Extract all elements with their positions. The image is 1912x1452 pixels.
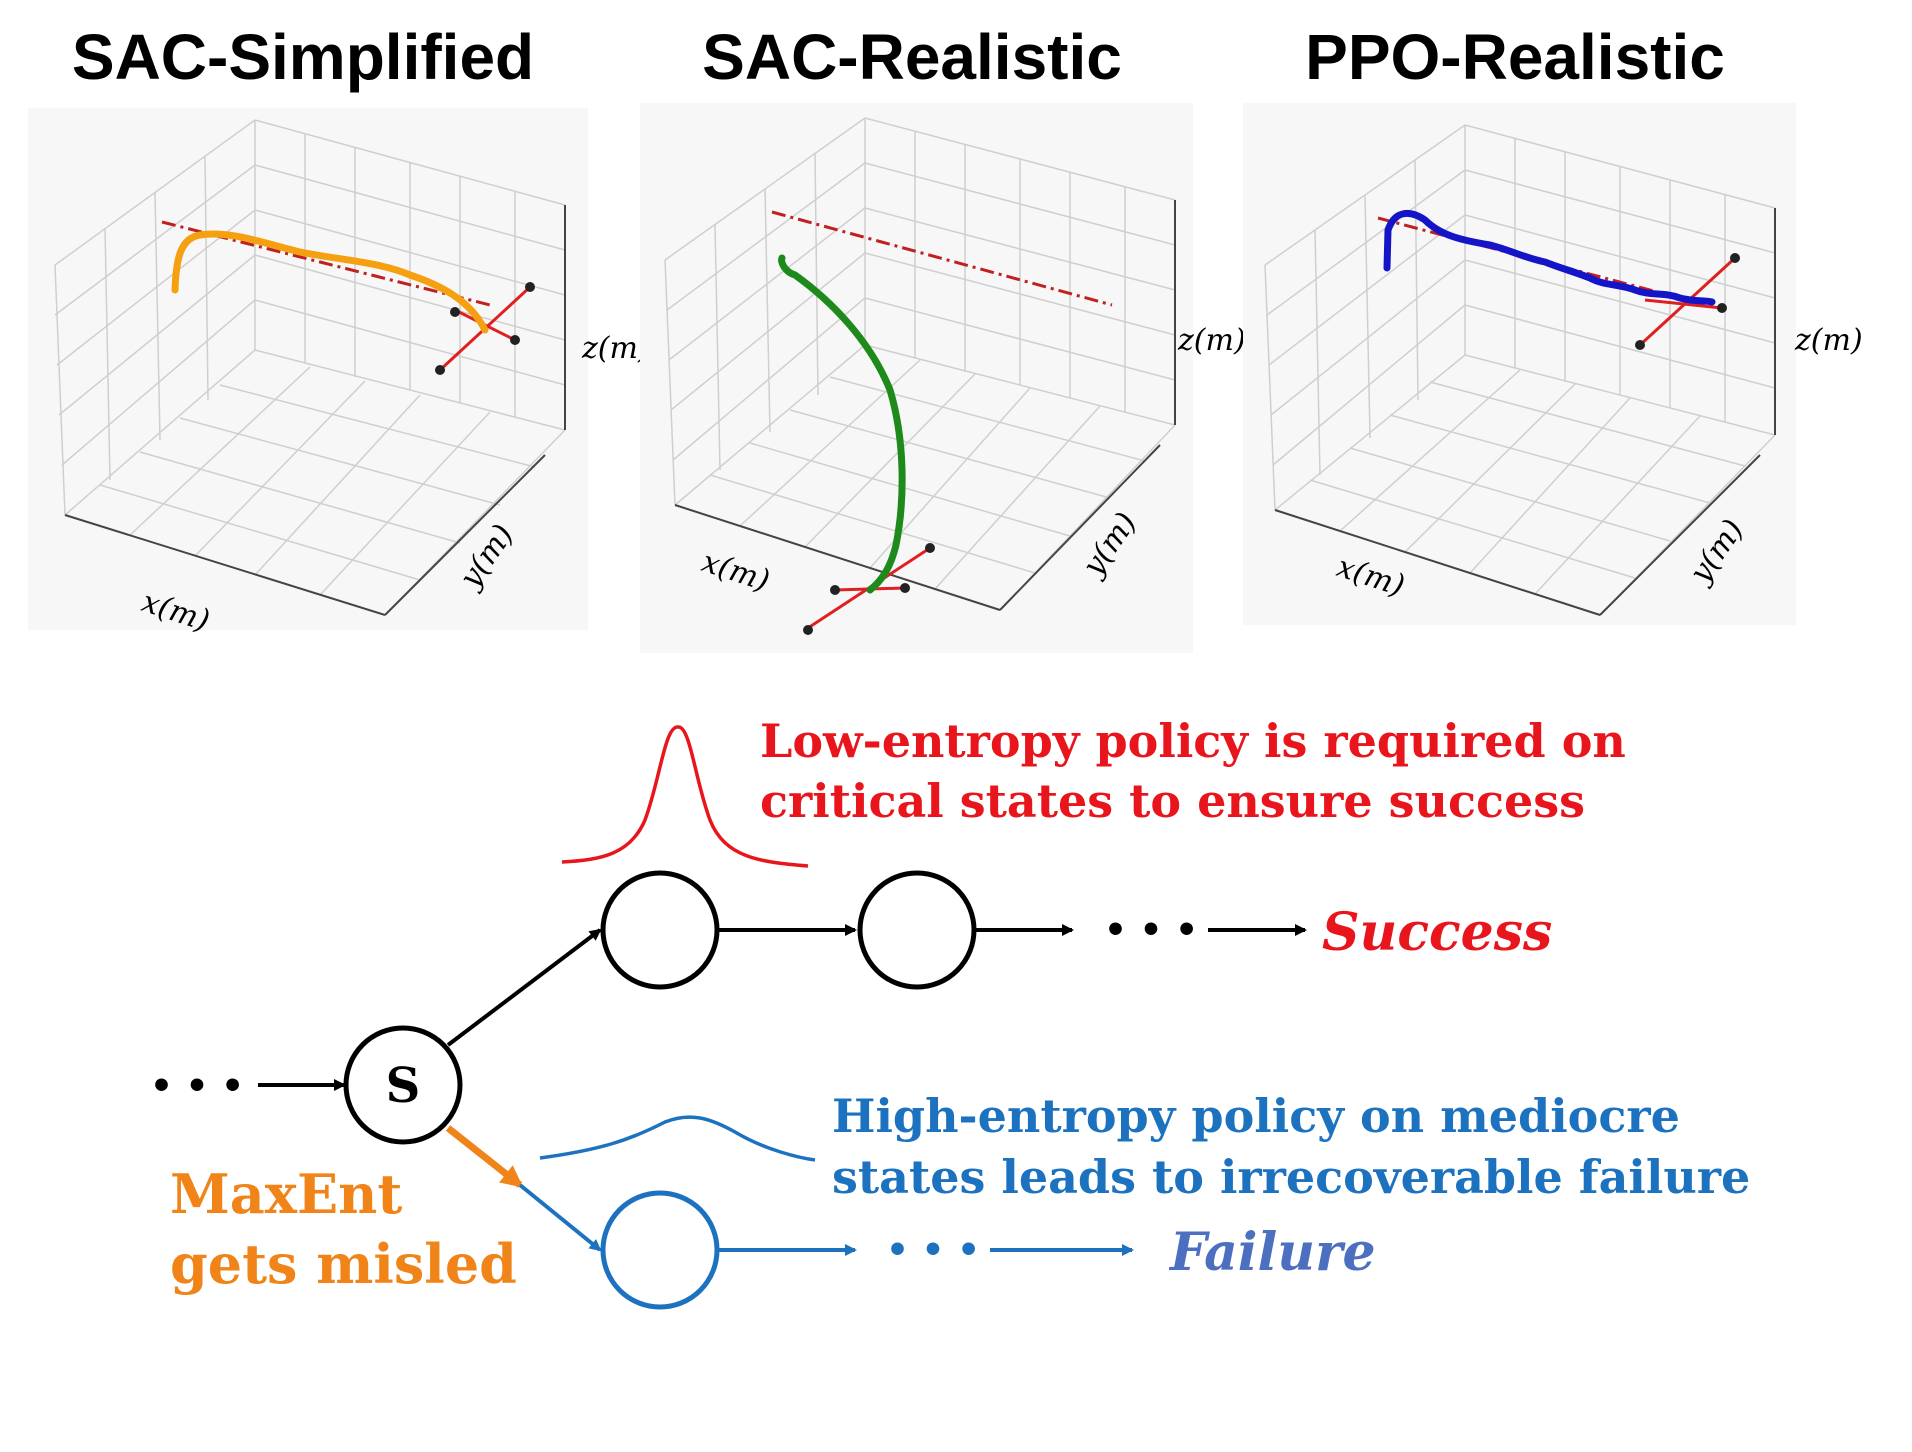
axis-lines <box>674 200 1176 611</box>
low-entropy-distribution <box>561 725 809 868</box>
panel-sac-realistic: x(m) y(m) z(m) <box>640 103 1246 653</box>
maxent-text-line2: gets misled <box>170 1232 517 1296</box>
panel-title-ppo-realistic: PPO-Realistic <box>1305 21 1725 93</box>
maxent-arrow <box>445 1125 524 1188</box>
success-state-node-1 <box>600 870 720 990</box>
state-s-label: S <box>386 1058 421 1114</box>
target-line <box>771 210 1113 307</box>
z-axis-label: z(m) <box>1794 323 1863 358</box>
arrow-s-to-failure-state <box>518 1183 602 1252</box>
grid-lines <box>1264 124 1776 616</box>
panel-background <box>640 103 1193 653</box>
arrow-s-to-success-state <box>446 928 602 1047</box>
ellipsis-success: • • • <box>1104 910 1198 951</box>
high-entropy-text-line1: High-entropy policy on mediocre <box>832 1089 1680 1143</box>
panel-title-sac-realistic: SAC-Realistic <box>702 21 1122 93</box>
ellipsis-left: • • • <box>150 1066 244 1107</box>
z-axis-label: z(m) <box>1177 323 1246 358</box>
z-axis-label: z(m) <box>581 331 650 366</box>
ellipsis-failure: • • • <box>886 1230 980 1271</box>
axis-lines <box>64 205 566 616</box>
panel-sac-simplified: x(m) y(m) z(m) <box>28 108 650 639</box>
trajectory-sac-simplified <box>171 230 489 334</box>
trajectory-sac-realistic <box>778 254 906 594</box>
high-entropy-distribution <box>539 1115 816 1162</box>
trajectory-ppo-realistic <box>1383 210 1716 306</box>
low-entropy-text-line2: critical states to ensure success <box>760 774 1585 828</box>
success-state-node-2 <box>857 870 977 990</box>
panel-title-sac-simplified: SAC-Simplified <box>71 21 535 93</box>
policy-diagram: Low-entropy policy is required on critic… <box>150 714 1750 1310</box>
failure-label: Failure <box>1168 1222 1376 1283</box>
state-s-node <box>343 1025 463 1145</box>
high-entropy-text-line2: states leads to irrecoverable failure <box>832 1150 1750 1204</box>
success-label: Success <box>1322 902 1552 963</box>
failure-state-node <box>600 1190 720 1310</box>
maxent-text-line1: MaxEnt <box>170 1162 402 1226</box>
axis-lines <box>1274 208 1776 616</box>
panel-ppo-realistic: x(m) y(m) z(m) <box>1243 103 1863 625</box>
low-entropy-text-line1: Low-entropy policy is required on <box>760 714 1626 768</box>
